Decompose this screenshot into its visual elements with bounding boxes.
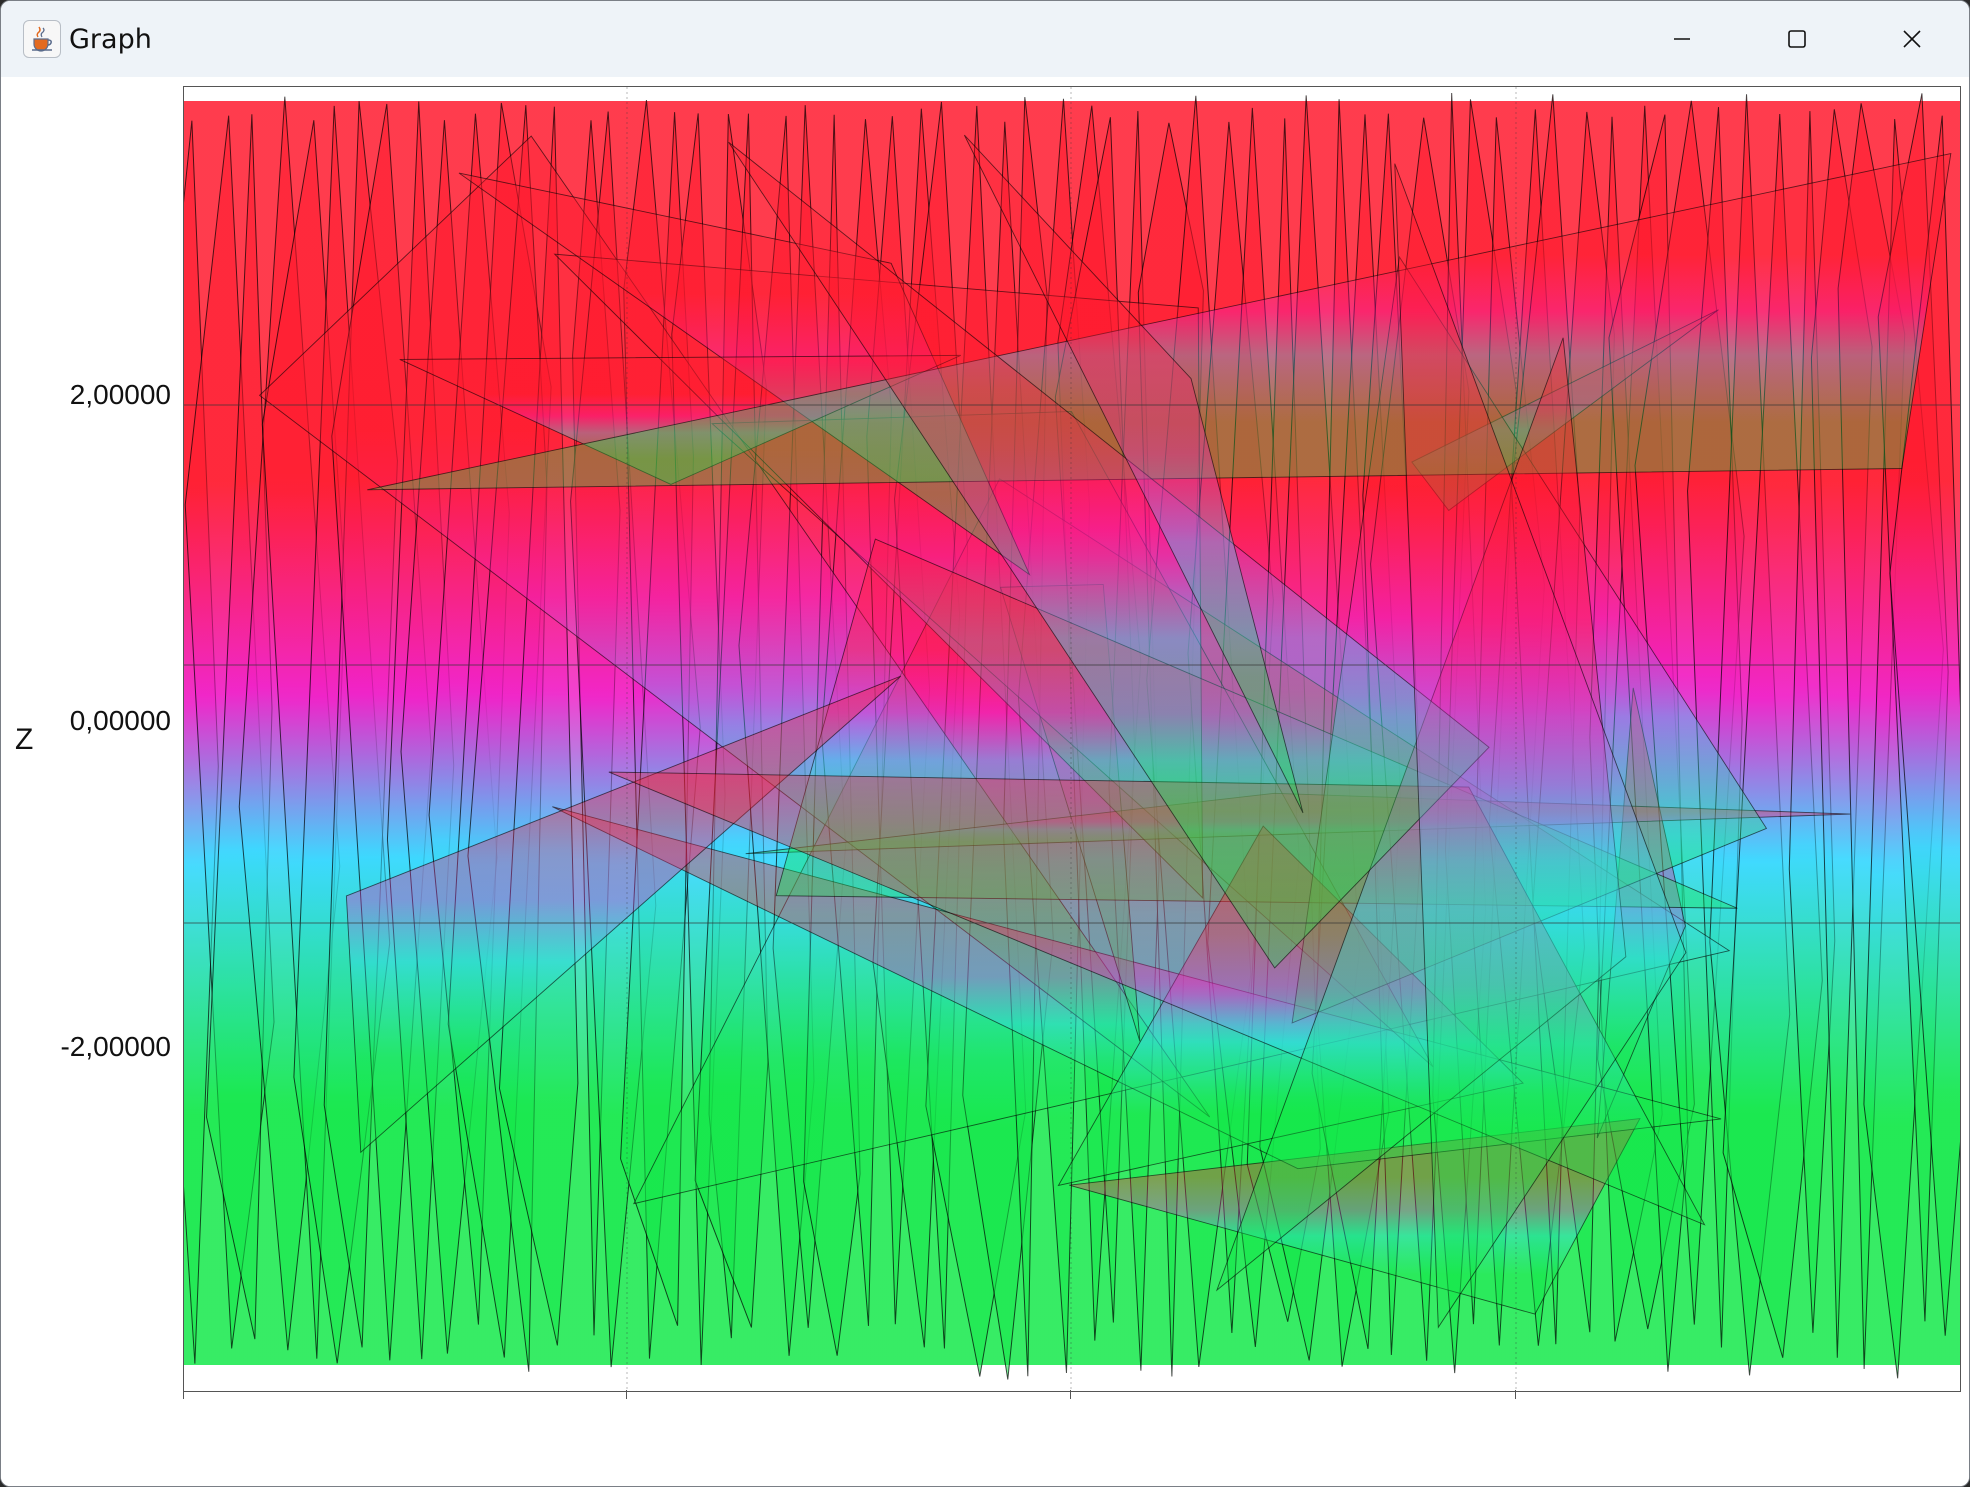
x-tick: [626, 1390, 627, 1399]
y-tick-label: 2,00000: [69, 379, 171, 410]
y-tick-label: 0,00000: [69, 705, 171, 736]
surface-facet: [728, 141, 1490, 969]
surface-facet: [963, 134, 1304, 814]
x-tick: [1515, 1390, 1516, 1399]
maximize-icon: [1787, 30, 1806, 48]
x-tick: [183, 1390, 184, 1399]
x-tick: [1070, 1390, 1071, 1399]
graph-canvas[interactable]: Z 2,00000 0,00000 -2,00000: [1, 77, 1969, 1486]
minimize-icon: [1673, 38, 1690, 40]
close-icon: [1902, 30, 1921, 48]
y-tick-label: -2,00000: [60, 1031, 171, 1062]
window-controls: [1624, 1, 1969, 77]
maximize-button[interactable]: [1739, 1, 1854, 77]
z-axis-label: Z: [15, 723, 34, 756]
surface-plot[interactable]: [183, 86, 1961, 1392]
surface-facet: [1394, 163, 1687, 1329]
window-title: Graph: [69, 23, 152, 55]
surface-svg: [184, 87, 1960, 1391]
minimize-button[interactable]: [1624, 1, 1739, 77]
java-cup-icon[interactable]: [23, 20, 61, 58]
title-bar[interactable]: Graph: [1, 1, 1969, 77]
close-button[interactable]: [1854, 1, 1969, 77]
